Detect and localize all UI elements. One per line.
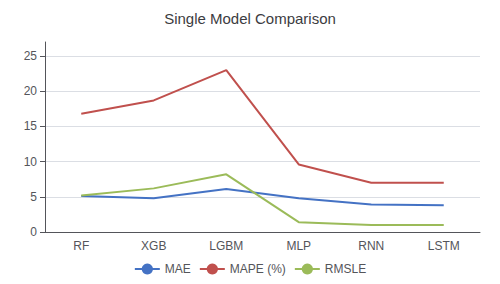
svg-text:Single Model Comparison: Single Model Comparison — [164, 10, 336, 27]
svg-text:LSTM: LSTM — [428, 239, 460, 253]
svg-text:XGB: XGB — [141, 239, 166, 253]
svg-text:MAPE (%): MAPE (%) — [230, 262, 286, 276]
svg-text:RF: RF — [73, 239, 89, 253]
svg-text:20: 20 — [24, 84, 38, 98]
svg-text:RMSLE: RMSLE — [325, 262, 366, 276]
svg-text:15: 15 — [24, 119, 38, 133]
svg-text:0: 0 — [30, 225, 37, 239]
svg-text:25: 25 — [24, 49, 38, 63]
svg-text:RNN: RNN — [358, 239, 384, 253]
svg-text:LGBM: LGBM — [209, 239, 243, 253]
svg-text:MLP: MLP — [286, 239, 311, 253]
svg-text:10: 10 — [24, 155, 38, 169]
svg-text:5: 5 — [30, 190, 37, 204]
svg-text:MAE: MAE — [165, 262, 191, 276]
